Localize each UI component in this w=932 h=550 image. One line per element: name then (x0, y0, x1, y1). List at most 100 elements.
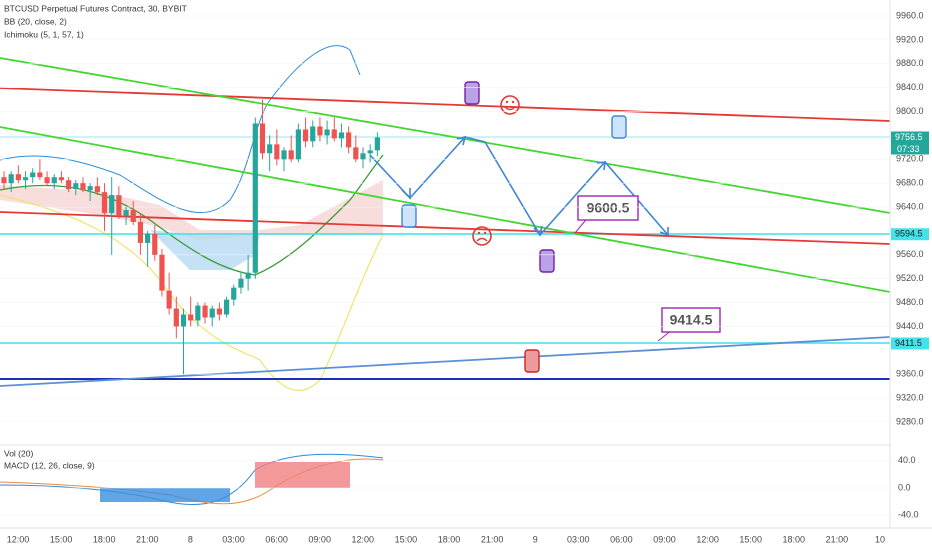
y-tick-label: 9560.0 (896, 249, 924, 259)
indicator-label: Vol (20) (4, 448, 33, 458)
candle-body (37, 172, 43, 178)
candle-body (15, 174, 21, 181)
candle-body (209, 308, 215, 318)
candle-body (58, 177, 65, 181)
x-tick-label: 03:00 (222, 534, 245, 544)
candle-body (374, 137, 380, 151)
price-tag (891, 228, 929, 241)
hand-icon (401, 204, 417, 228)
hand-icon (539, 249, 555, 273)
trend-line (0, 336, 891, 387)
symbol-title: BTCUSD Perpetual Futures Contract, 30, B… (4, 3, 187, 13)
x-tick-label: 21:00 (481, 534, 504, 544)
y-tick-label: 9880.0 (896, 58, 924, 68)
x-tick-label: 15:00 (739, 534, 762, 544)
y-tick-label: 9800.0 (896, 106, 924, 116)
macd-histogram (255, 462, 350, 488)
candle-body (223, 299, 230, 315)
price-tag (891, 337, 929, 350)
callout-text: 9600.5 (587, 200, 630, 216)
y-tick-label: 9640.0 (896, 201, 924, 211)
candle-body (173, 308, 179, 327)
indicator-label: BB (20, close, 2) (4, 16, 67, 26)
indicator-label: Ichimoku (5, 1, 57, 1) (4, 29, 84, 39)
callout-text: 9414.5 (670, 312, 713, 328)
y-tick-label: 9920.0 (896, 34, 924, 44)
macd-tick-label: 40.0 (898, 455, 916, 465)
x-tick-label: 06:00 (610, 534, 633, 544)
trend-line (0, 126, 891, 293)
hand-icon (464, 81, 480, 105)
candle-body (73, 183, 79, 190)
candle-body (324, 129, 330, 136)
bb-upper (0, 45, 361, 213)
candle-body (130, 210, 136, 222)
candle-body (267, 144, 273, 154)
x-tick-label: 8 (188, 534, 193, 544)
x-tick-label: 06:00 (265, 534, 288, 544)
x-tick-label: 21:00 (826, 534, 849, 544)
x-tick-label: 9 (533, 534, 538, 544)
candle-body (259, 123, 266, 154)
candle-body (360, 153, 366, 160)
candle-body (288, 150, 294, 160)
candle-body (123, 210, 129, 217)
candle-body (245, 272, 251, 279)
y-tick-label: 9480.0 (896, 297, 924, 307)
x-tick-label: 10 (875, 534, 885, 544)
indicator-label: MACD (12, 26, close, 9) (4, 460, 95, 470)
candle-body (238, 278, 244, 288)
x-tick-label: 09:00 (653, 534, 676, 544)
candle-body (87, 186, 93, 191)
price-tag-label: 9756.5 (895, 132, 923, 142)
candle-body (1, 177, 7, 184)
macd-tick-label: 0.0 (898, 482, 911, 492)
candle-body (310, 126, 316, 142)
x-tick-label: 15:00 (50, 534, 73, 544)
y-tick-label: 9680.0 (896, 178, 924, 188)
timer-label: 07:33 (897, 144, 920, 154)
candle-body (338, 132, 345, 139)
candle-body (274, 144, 280, 160)
y-tick-label: 9360.0 (896, 369, 924, 379)
hand-icon (611, 115, 627, 139)
trend-line (0, 87, 891, 122)
candle-body (180, 314, 187, 327)
y-tick-label: 9280.0 (896, 416, 924, 426)
candle-body (252, 123, 258, 273)
x-tick-label: 18:00 (93, 534, 116, 544)
candle-body (331, 129, 337, 139)
x-tick-label: 18:00 (438, 534, 461, 544)
candle-body (302, 129, 309, 142)
candle-body (101, 192, 108, 214)
price-tag (891, 143, 929, 155)
x-tick-label: 12:00 (696, 534, 719, 544)
candle-body (367, 150, 373, 154)
candle-body (295, 129, 301, 160)
ichimoku-cloud (0, 180, 383, 240)
candle-body (281, 150, 287, 160)
candle-body (346, 132, 352, 148)
candle-body (317, 126, 323, 136)
price-tag-label: 9594.5 (895, 229, 923, 239)
candle-body (152, 233, 158, 255)
y-tick-label: 9840.0 (896, 82, 924, 92)
candle-body (216, 308, 222, 315)
trend-line (0, 211, 891, 245)
candle-body (231, 287, 237, 300)
candle-body (159, 254, 165, 291)
candle-body (188, 314, 194, 321)
x-tick-label: 15:00 (395, 534, 418, 544)
candle-body (94, 186, 100, 193)
callout-box (577, 195, 639, 221)
x-tick-label: 12:00 (352, 534, 375, 544)
price-tag-label: 9411.5 (895, 338, 922, 348)
candle-body (80, 183, 86, 191)
candle-body (66, 180, 72, 190)
candle-body (51, 177, 57, 184)
x-tick-label: 12:00 (7, 534, 30, 544)
macd-histogram (100, 488, 230, 502)
macd-tick-label: -40.0 (898, 510, 919, 520)
x-tick-label: 09:00 (308, 534, 331, 544)
